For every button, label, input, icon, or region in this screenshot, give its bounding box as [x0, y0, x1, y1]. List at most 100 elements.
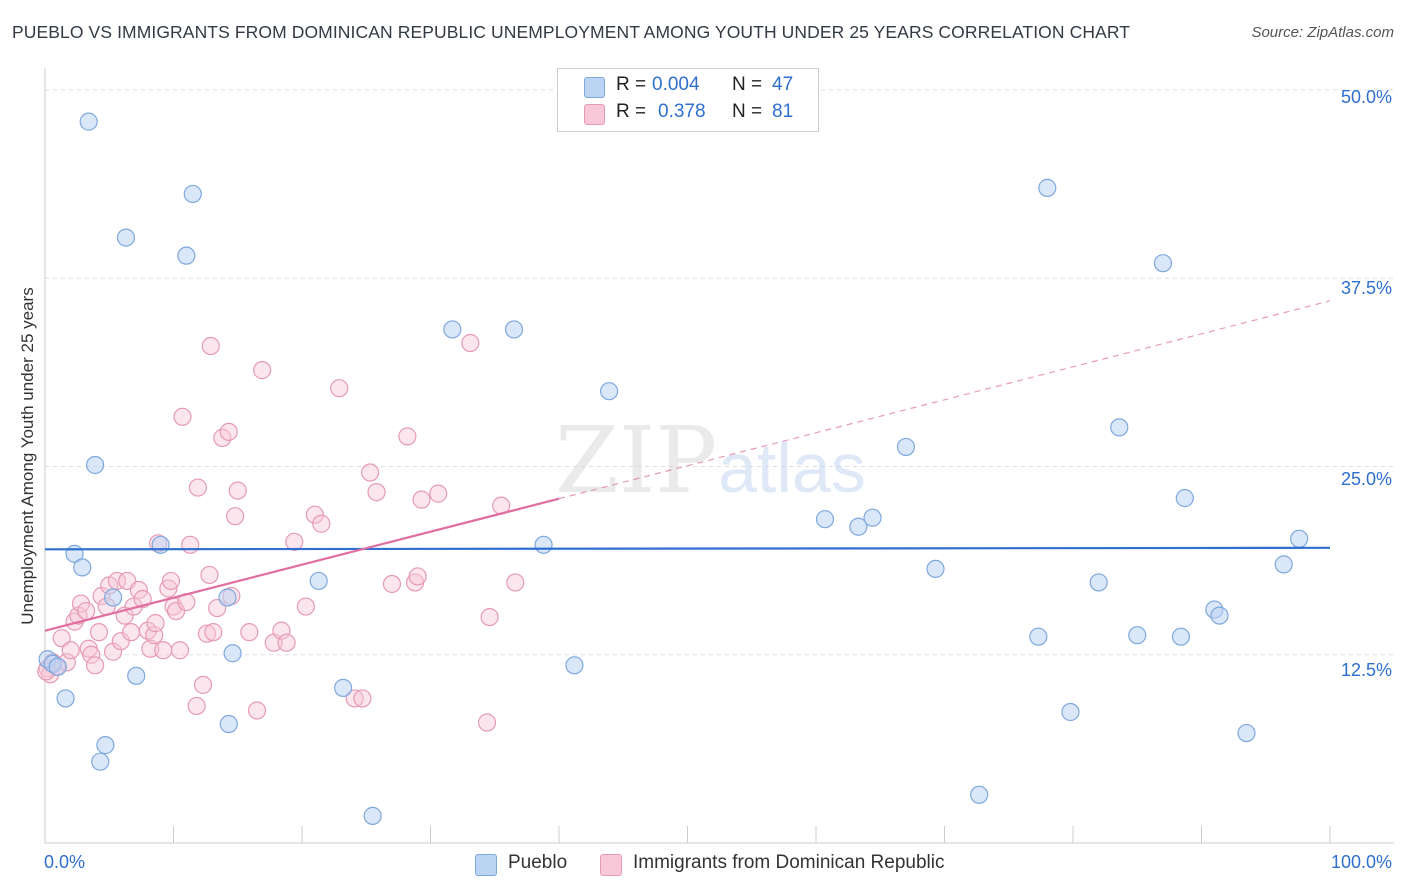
pueblo-point [443, 320, 462, 339]
dominican-point [296, 597, 315, 616]
dominican-point [382, 574, 402, 594]
r-label: R = [616, 101, 647, 122]
y-tick-25: 25.0% [1340, 469, 1392, 489]
source-credit: Source: ZipAtlas.com [1251, 24, 1394, 41]
pueblo-point [534, 535, 553, 554]
dominican-point [398, 427, 417, 446]
pueblo-point [91, 752, 110, 771]
dominican-point [226, 507, 245, 526]
n-label: N = [732, 101, 763, 122]
dominican-point [173, 407, 192, 426]
dominican-point [367, 483, 386, 502]
dominican-trend-line [44, 497, 560, 632]
dominican-point [154, 641, 173, 660]
pueblo-legend-swatch [475, 854, 497, 876]
trend-lines [44, 300, 1331, 632]
r-value: 0.378 [658, 101, 706, 122]
x-tick-max: 100.0% [1330, 852, 1392, 872]
pueblo-point [1274, 555, 1293, 574]
pueblo-point [309, 571, 328, 591]
axes [44, 68, 1394, 844]
pueblo-point [218, 588, 237, 607]
y-tick-50: 50.0% [1340, 87, 1392, 107]
stats-legend: R = 0.004 N = 47 R = 0.378 N = 81 [557, 68, 819, 132]
dominican-point [312, 514, 331, 533]
pueblo-point [1175, 489, 1194, 508]
pueblo-point [600, 382, 619, 401]
n-value: 81 [772, 101, 794, 122]
dominican-point [129, 580, 148, 600]
dominican-legend-label: Immigrants from Dominican Republic [633, 852, 945, 873]
dominican-point [111, 632, 130, 651]
dominican-point [330, 379, 349, 398]
pueblo-point [565, 656, 584, 675]
dominican-point [277, 633, 296, 652]
pueblo-point [177, 246, 196, 265]
dominican-point [305, 505, 324, 524]
dominican-point [240, 623, 259, 642]
dominican-swatch [584, 104, 605, 125]
chart-title: PUEBLO VS IMMIGRANTS FROM DOMINICAN REPU… [12, 22, 1131, 42]
dominican-point [166, 601, 186, 621]
pueblo-point [1089, 573, 1108, 592]
y-tick-12-5: 12.5% [1340, 660, 1392, 680]
pueblo-point [849, 517, 868, 536]
pueblo-legend-label: Pueblo [508, 852, 568, 873]
series-pueblo-points [38, 112, 1309, 825]
dominican-point [181, 535, 200, 554]
dominican-point [204, 623, 223, 642]
dominican-point [285, 532, 304, 551]
y-tick-37-5: 37.5% [1340, 278, 1392, 298]
dominican-legend-swatch [600, 854, 622, 876]
pueblo-point [1128, 626, 1147, 645]
dominican-point [253, 361, 272, 380]
dominican-point [461, 333, 480, 353]
watermark: ZIP atlas [555, 407, 866, 514]
pueblo-point [56, 689, 75, 708]
n-value: 47 [772, 74, 794, 95]
dominican-point [133, 589, 152, 609]
pueblo-point [183, 184, 202, 204]
pueblo-point [815, 510, 835, 529]
dominican-point [161, 571, 181, 591]
pueblo-point [79, 112, 98, 131]
dominican-trend-projection [558, 300, 1331, 500]
dominican-point [89, 623, 109, 642]
dominican-point [506, 573, 525, 592]
dominican-point [408, 567, 427, 586]
dominican-point [201, 336, 220, 356]
pueblo-point [1153, 254, 1173, 273]
dominican-point [146, 614, 165, 633]
dominican-point [187, 696, 206, 716]
pueblo-point [1029, 627, 1048, 646]
dominican-point [480, 607, 499, 627]
dominican-point [193, 675, 213, 694]
pueblo-point [96, 736, 115, 755]
pueblo-point [970, 785, 989, 804]
series-dominican-points [37, 333, 525, 732]
pueblo-point [1038, 178, 1057, 197]
pueblo-point [1237, 723, 1256, 743]
dominican-point [228, 481, 247, 500]
pueblo-point [504, 320, 524, 339]
dominican-point [197, 624, 217, 643]
dominican-point [361, 463, 380, 482]
dominican-point [121, 623, 141, 642]
pueblo-point [104, 588, 123, 607]
dominican-point [272, 621, 291, 640]
dominican-point [188, 478, 208, 497]
pueblo-point [116, 228, 136, 247]
pueblo-point [863, 508, 882, 527]
r-value: 0.004 [652, 74, 700, 95]
pueblo-point [151, 535, 170, 554]
pueblo-point [73, 558, 92, 577]
pueblo-trend-line [44, 546, 1331, 551]
pueblo-point [1110, 418, 1129, 437]
pueblo-point [334, 678, 353, 697]
pueblo-point [363, 806, 382, 825]
dominican-point [82, 645, 101, 664]
pueblo-point [48, 657, 67, 676]
dominican-point [412, 490, 431, 509]
dominican-point [477, 713, 497, 732]
